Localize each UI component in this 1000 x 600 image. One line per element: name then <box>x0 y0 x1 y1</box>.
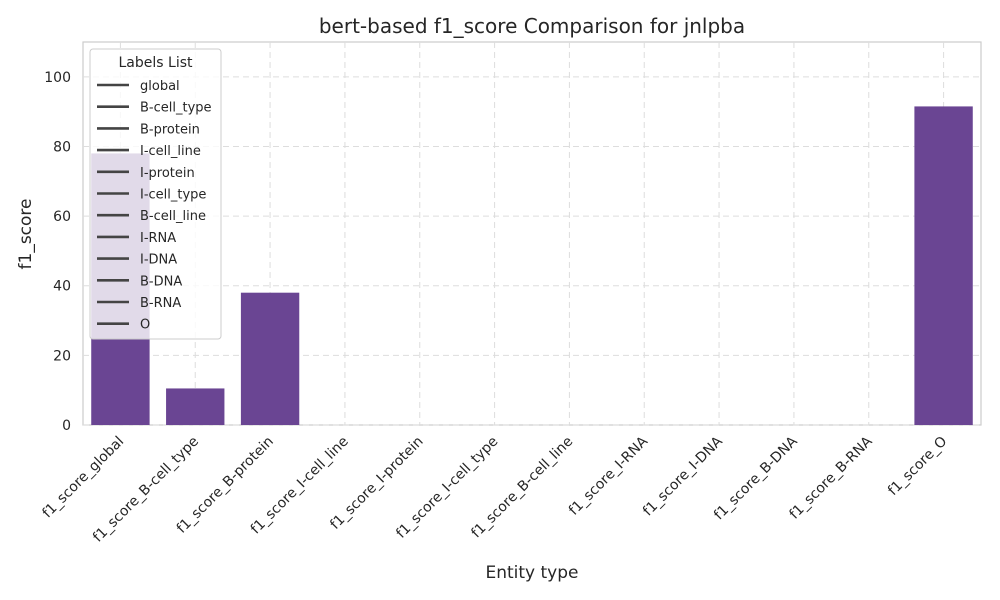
bar-f1_score_B-cell_type <box>166 388 225 425</box>
x-tick-label: f1_score_O <box>885 434 950 499</box>
legend-entry-label: I-protein <box>140 166 195 181</box>
legend: Labels List global B-cell_type B-protein I-… <box>89 48 222 340</box>
y-tick-label: 40 <box>53 279 71 295</box>
legend-entry-label: global <box>140 79 180 94</box>
x-axis-ticks: f1_score_globalf1_score_B-cell_typef1_sc… <box>39 433 950 545</box>
legend-entry-label: B-cell_line <box>140 209 206 224</box>
y-tick-label: 0 <box>62 418 71 434</box>
legend-entry-label: B-RNA <box>140 296 181 311</box>
legend-entry-label: B-cell_type <box>140 101 212 116</box>
y-tick-label: 60 <box>53 209 71 225</box>
legend-entry-label: I-cell_type <box>140 188 206 203</box>
x-tick-label: f1_score_B-RNA <box>787 433 876 522</box>
y-axis-ticks: 0 20 40 60 80 100 <box>44 70 71 434</box>
y-tick-label: 20 <box>53 348 71 364</box>
x-tick-label: f1_score_I-DNA <box>640 433 726 519</box>
legend-entry-label: I-cell_line <box>140 144 201 159</box>
x-tick-label: f1_score_I-RNA <box>566 433 651 518</box>
legend-entry-label: I-DNA <box>140 253 177 268</box>
x-tick-label: f1_score_global <box>39 434 127 522</box>
legend-entry-label: O <box>140 318 150 333</box>
y-tick-label: 80 <box>53 139 71 155</box>
legend-entry-label: B-DNA <box>140 274 182 289</box>
legend-title: Labels List <box>119 55 193 71</box>
bar-f1_score_O <box>914 106 973 425</box>
x-axis-title: Entity type <box>485 563 578 583</box>
y-axis-title: f1_score <box>16 199 36 270</box>
legend-entry-label: B-protein <box>140 122 200 137</box>
y-tick-label: 100 <box>44 70 71 86</box>
bar-f1_score_B-protein <box>240 292 300 425</box>
chart-title: bert-based f1_score Comparison for jnlpb… <box>319 14 745 38</box>
plot-area <box>82 41 982 426</box>
legend-entry-label: I-RNA <box>140 231 176 246</box>
legend-box <box>89 48 222 340</box>
legend-entries: global B-cell_type B-protein I-cell_line I-p… <box>97 79 212 333</box>
